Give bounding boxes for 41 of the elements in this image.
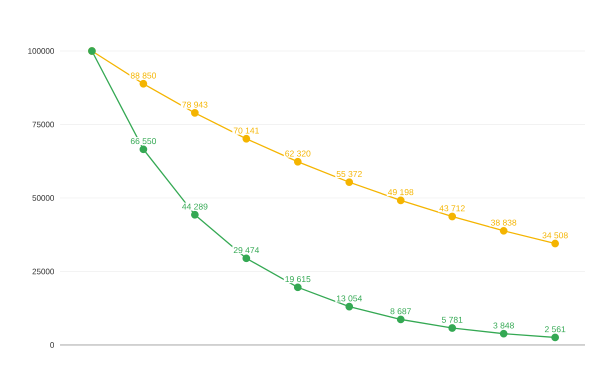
point bbox=[500, 330, 508, 338]
y-tick-label: 75000 bbox=[32, 122, 54, 128]
data-label: 34 508 bbox=[542, 232, 568, 238]
y-tick-label: 100000 bbox=[28, 48, 54, 54]
data-label: 19 615 bbox=[285, 276, 310, 282]
data-label: 49 198 bbox=[388, 189, 414, 196]
y-tick-label: 25000 bbox=[32, 268, 54, 274]
data-label: 5 781 bbox=[442, 316, 462, 323]
data-label: 29 474 bbox=[234, 247, 260, 254]
y-tick-label: 50000 bbox=[32, 195, 54, 201]
data-label: 8 687 bbox=[390, 308, 411, 314]
point bbox=[396, 196, 405, 204]
point bbox=[448, 324, 456, 332]
data-label: 43 712 bbox=[439, 205, 465, 212]
point bbox=[140, 80, 148, 88]
data-label: 55 372 bbox=[336, 170, 362, 177]
point bbox=[242, 134, 250, 143]
point bbox=[140, 145, 148, 154]
data-label: 78 943 bbox=[182, 102, 208, 108]
data-label: 38 838 bbox=[491, 220, 516, 226]
data-label: 66 550 bbox=[130, 138, 156, 144]
point bbox=[551, 334, 559, 342]
point bbox=[551, 240, 559, 248]
point bbox=[191, 109, 199, 117]
data-label: 88 850 bbox=[130, 72, 156, 79]
point bbox=[396, 316, 405, 324]
point bbox=[191, 210, 199, 219]
point bbox=[294, 158, 302, 166]
point bbox=[500, 226, 508, 235]
data-label: 3 848 bbox=[493, 322, 514, 328]
data-label: 2 561 bbox=[544, 326, 566, 332]
point bbox=[448, 212, 456, 220]
data-label: 13 054 bbox=[336, 295, 362, 302]
point bbox=[242, 254, 250, 262]
point bbox=[294, 283, 302, 292]
data-label: 44 289 bbox=[182, 204, 208, 210]
y-tick-label: 0 bbox=[50, 342, 54, 348]
data-label: 62 320 bbox=[285, 150, 310, 157]
data-label: 70 141 bbox=[234, 128, 259, 134]
point bbox=[345, 178, 354, 186]
point bbox=[345, 302, 354, 310]
